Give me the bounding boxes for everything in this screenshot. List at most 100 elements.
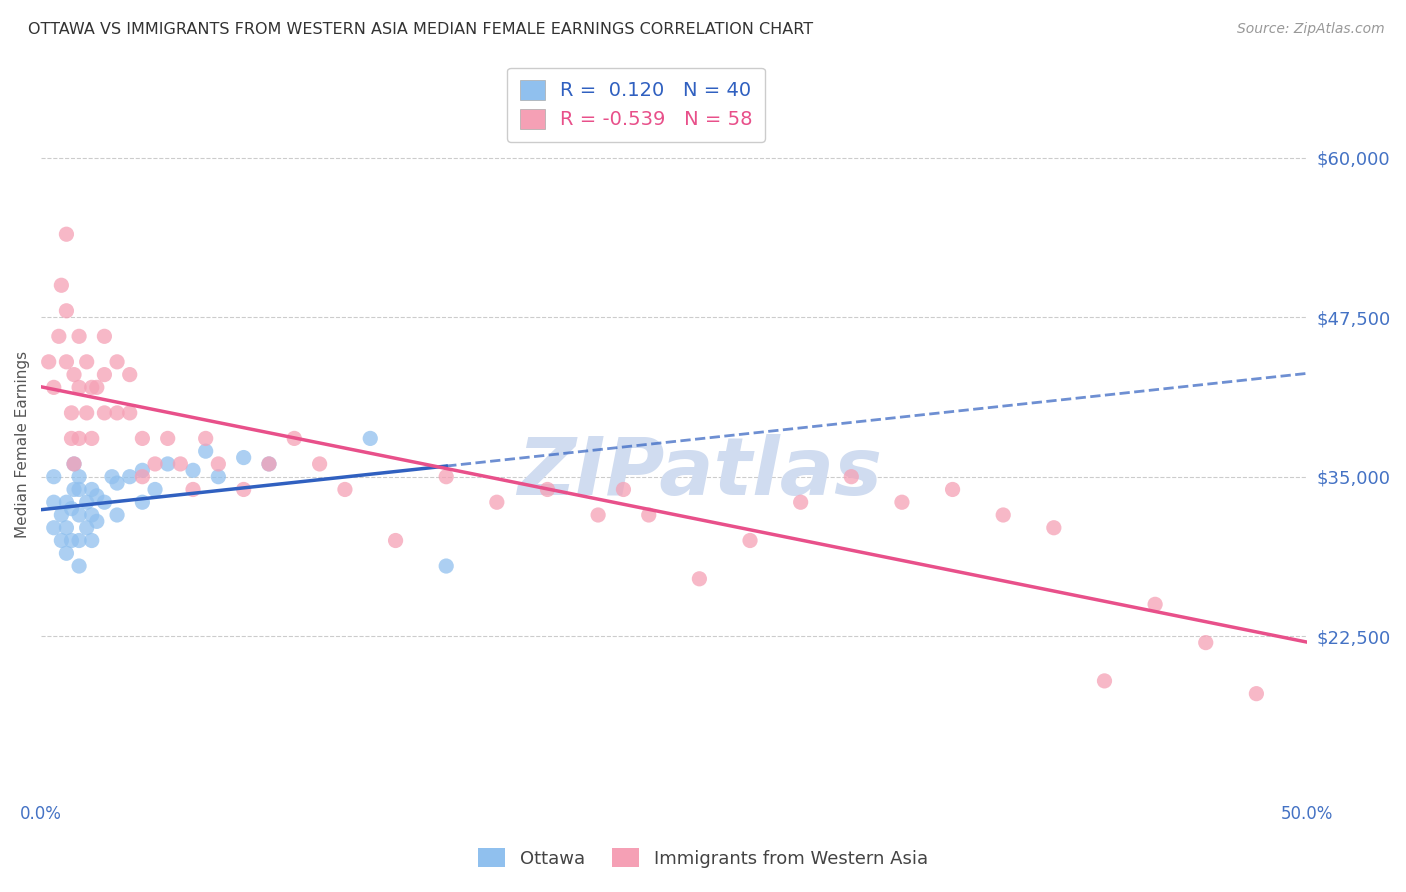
Point — [1246, 687, 1268, 701]
Point — [76, 521, 98, 535]
Point — [1144, 597, 1167, 611]
Point — [93, 329, 115, 343]
Point — [789, 495, 811, 509]
Point — [76, 406, 98, 420]
Point — [63, 457, 86, 471]
Point — [67, 469, 90, 483]
Point — [80, 380, 103, 394]
Point — [101, 469, 124, 483]
Point — [93, 406, 115, 420]
Point — [143, 483, 166, 497]
Point — [80, 508, 103, 522]
Point — [76, 495, 98, 509]
Point — [60, 501, 83, 516]
Point — [384, 533, 406, 548]
Point — [156, 457, 179, 471]
Point — [60, 406, 83, 420]
Point — [60, 533, 83, 548]
Text: ZIPatlas: ZIPatlas — [517, 434, 882, 512]
Point — [257, 457, 280, 471]
Point — [86, 380, 108, 394]
Point — [207, 469, 229, 483]
Point — [181, 483, 204, 497]
Point — [637, 508, 659, 522]
Point — [194, 431, 217, 445]
Point — [51, 278, 73, 293]
Point — [67, 431, 90, 445]
Point — [181, 463, 204, 477]
Point — [80, 483, 103, 497]
Point — [169, 457, 191, 471]
Point — [1043, 521, 1066, 535]
Point — [55, 495, 77, 509]
Point — [63, 457, 86, 471]
Point — [118, 406, 141, 420]
Point — [232, 450, 254, 465]
Point — [51, 533, 73, 548]
Point — [131, 469, 153, 483]
Point — [434, 559, 457, 574]
Point — [118, 368, 141, 382]
Point — [333, 483, 356, 497]
Point — [105, 476, 128, 491]
Point — [60, 431, 83, 445]
Point — [283, 431, 305, 445]
Point — [1094, 673, 1116, 688]
Point — [131, 431, 153, 445]
Legend: R =  0.120   N = 40, R = -0.539   N = 58: R = 0.120 N = 40, R = -0.539 N = 58 — [508, 68, 765, 142]
Point — [93, 495, 115, 509]
Text: Source: ZipAtlas.com: Source: ZipAtlas.com — [1237, 22, 1385, 37]
Point — [42, 380, 65, 394]
Point — [890, 495, 912, 509]
Point — [232, 483, 254, 497]
Point — [67, 559, 90, 574]
Point — [194, 444, 217, 458]
Point — [257, 457, 280, 471]
Legend: Ottawa, Immigrants from Western Asia: Ottawa, Immigrants from Western Asia — [467, 837, 939, 879]
Point — [86, 514, 108, 528]
Point — [48, 329, 70, 343]
Point — [55, 303, 77, 318]
Point — [63, 483, 86, 497]
Point — [738, 533, 761, 548]
Point — [207, 457, 229, 471]
Point — [536, 483, 558, 497]
Point — [839, 469, 862, 483]
Point — [131, 495, 153, 509]
Point — [612, 483, 634, 497]
Point — [55, 546, 77, 560]
Point — [993, 508, 1015, 522]
Point — [118, 469, 141, 483]
Point — [1195, 635, 1218, 649]
Point — [942, 483, 965, 497]
Point — [42, 495, 65, 509]
Point — [42, 469, 65, 483]
Point — [63, 368, 86, 382]
Point — [55, 227, 77, 242]
Point — [67, 508, 90, 522]
Point — [38, 355, 60, 369]
Point — [67, 329, 90, 343]
Point — [485, 495, 508, 509]
Point — [308, 457, 330, 471]
Point — [105, 406, 128, 420]
Y-axis label: Median Female Earnings: Median Female Earnings — [15, 351, 30, 539]
Point — [586, 508, 609, 522]
Point — [55, 521, 77, 535]
Point — [359, 431, 381, 445]
Point — [105, 508, 128, 522]
Point — [76, 355, 98, 369]
Point — [67, 380, 90, 394]
Point — [688, 572, 710, 586]
Point — [86, 489, 108, 503]
Point — [131, 463, 153, 477]
Point — [156, 431, 179, 445]
Point — [55, 355, 77, 369]
Point — [51, 508, 73, 522]
Point — [42, 521, 65, 535]
Point — [67, 483, 90, 497]
Point — [80, 533, 103, 548]
Point — [434, 469, 457, 483]
Point — [93, 368, 115, 382]
Point — [105, 355, 128, 369]
